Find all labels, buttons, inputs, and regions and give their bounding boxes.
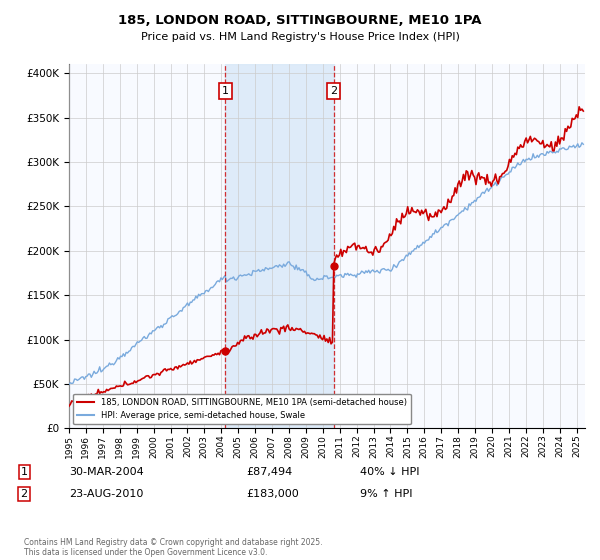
Text: 1: 1 (20, 466, 28, 477)
Text: £87,494: £87,494 (246, 466, 292, 477)
Text: £183,000: £183,000 (246, 489, 299, 499)
Text: 2: 2 (330, 86, 337, 96)
Text: 23-AUG-2010: 23-AUG-2010 (69, 489, 143, 499)
Text: 40% ↓ HPI: 40% ↓ HPI (360, 466, 419, 477)
Text: Contains HM Land Registry data © Crown copyright and database right 2025.
This d: Contains HM Land Registry data © Crown c… (24, 538, 323, 557)
Bar (226, 64, 334, 428)
Text: 2: 2 (20, 489, 28, 499)
Legend: 185, LONDON ROAD, SITTINGBOURNE, ME10 1PA (semi-detached house), HPI: Average pr: 185, LONDON ROAD, SITTINGBOURNE, ME10 1P… (73, 394, 411, 424)
Text: 9% ↑ HPI: 9% ↑ HPI (360, 489, 413, 499)
Text: Price paid vs. HM Land Registry's House Price Index (HPI): Price paid vs. HM Land Registry's House … (140, 32, 460, 43)
Text: 1: 1 (222, 86, 229, 96)
Text: 185, LONDON ROAD, SITTINGBOURNE, ME10 1PA: 185, LONDON ROAD, SITTINGBOURNE, ME10 1P… (118, 14, 482, 27)
Text: 30-MAR-2004: 30-MAR-2004 (69, 466, 144, 477)
